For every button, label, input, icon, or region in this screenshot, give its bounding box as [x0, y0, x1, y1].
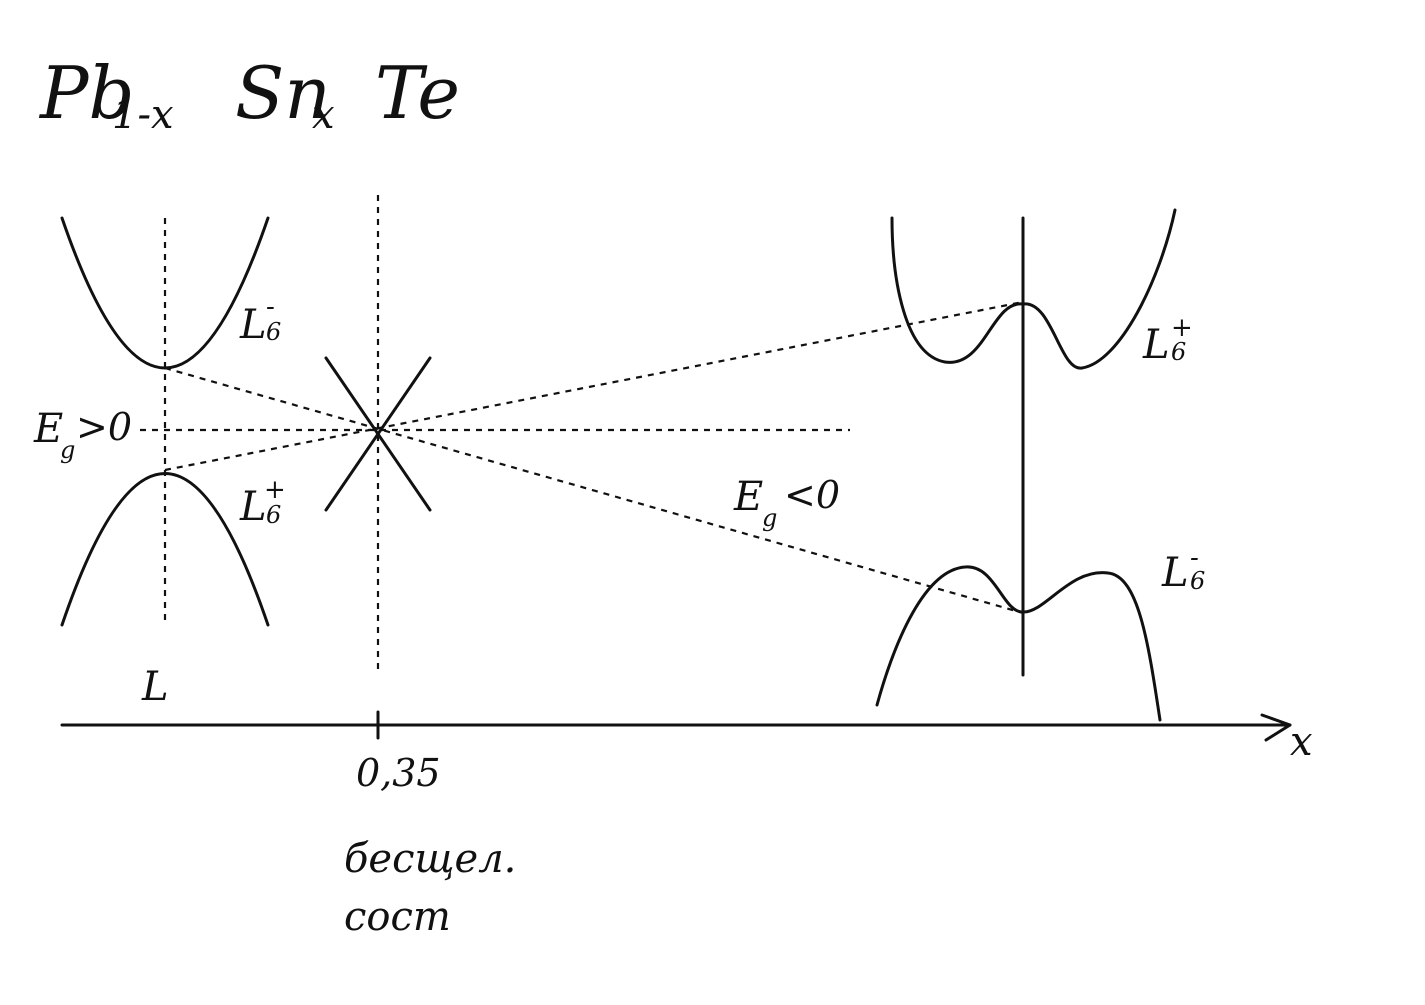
gapless-point: [324, 195, 432, 675]
l6-plus-trend-line: [164, 300, 1024, 472]
title-pb-subscript: 1-x: [112, 92, 174, 138]
left-lower-band-letter: L: [239, 484, 267, 530]
left-conduction-band-curve: [60, 216, 270, 370]
title-sn: Sn: [235, 51, 331, 135]
right-upper-band-superscript: +: [1171, 313, 1193, 343]
left-upper-band-subscript: 6: [266, 318, 281, 346]
right-upper-band-letter: L: [1142, 322, 1170, 368]
left-band-structure: L 6 - L 6 + E g >0 L: [33, 216, 286, 710]
x-axis-arrowhead: [1260, 713, 1292, 742]
x-axis-label: x: [1290, 719, 1313, 765]
title-pb: Pb: [38, 51, 135, 135]
l6-minus-trend-line: [164, 366, 1024, 615]
left-lower-band-subscript: 6: [266, 501, 281, 529]
left-valence-band-curve: [60, 472, 270, 627]
left-l-point-label: L: [141, 664, 169, 710]
left-gap-label-subscript: g: [60, 436, 75, 464]
left-gap-label-sign: >0: [76, 405, 132, 449]
right-conduction-band-curve: [890, 208, 1177, 370]
gapless-caption: бесщел. сост: [344, 836, 516, 940]
dirac-cone-line-2: [324, 356, 432, 512]
right-lower-band-letter: L: [1161, 550, 1189, 596]
left-upper-band-superscript: -: [266, 292, 275, 322]
right-gap-label-sign: <0: [784, 473, 840, 517]
right-gap-label-subscript: g: [762, 504, 777, 532]
right-gap-label-e: E: [733, 474, 763, 520]
left-gap-label-e: E: [33, 406, 63, 452]
x-axis: x 0,35: [60, 710, 1313, 795]
gapless-caption-line-1: бесщел.: [344, 836, 516, 882]
gapless-caption-line-2: сост: [344, 894, 451, 940]
right-upper-band-subscript: 6: [1171, 338, 1186, 366]
right-lower-band-superscript: -: [1190, 543, 1199, 573]
title-te: Te: [375, 51, 460, 135]
left-lower-band-superscript: +: [264, 475, 286, 505]
band-edge-trend-lines: [140, 300, 1024, 615]
title: Pb 1-x Sn x Te: [38, 51, 460, 138]
right-valence-band-curve: [875, 565, 1162, 722]
x-axis-tick-label-035: 0,35: [356, 751, 441, 795]
right-band-structure: L 6 + L 6 - E g <0: [733, 208, 1205, 722]
left-upper-band-letter: L: [239, 302, 267, 348]
title-sn-subscript: x: [312, 92, 335, 138]
right-lower-band-subscript: 6: [1190, 567, 1205, 595]
